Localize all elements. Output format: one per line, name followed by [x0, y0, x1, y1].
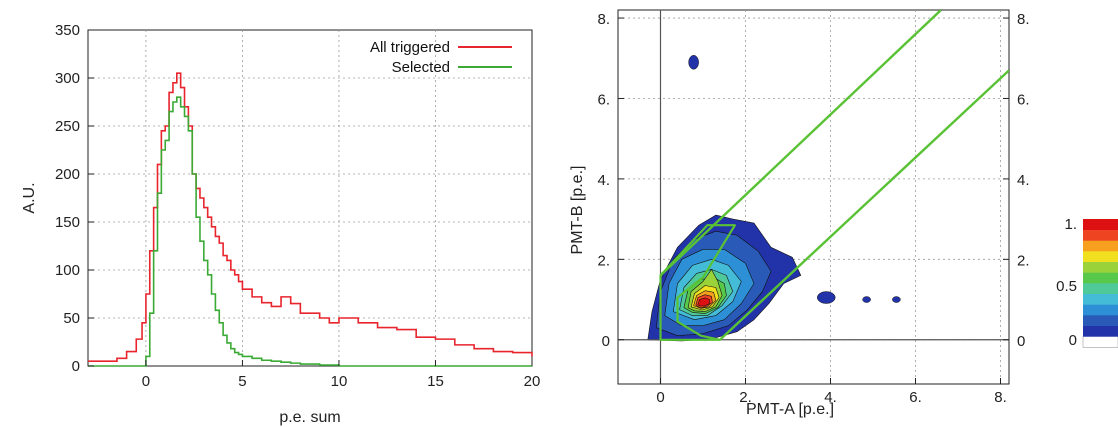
- right-y-label: PMT-B [p.e.]: [569, 166, 586, 255]
- colorbar-swatch: [1083, 261, 1118, 273]
- left-y-tick-label: 0: [72, 358, 80, 375]
- selection-inner-polygon: [659, 224, 736, 341]
- left-x-tick-label: 10: [331, 373, 348, 390]
- legend-label-all-triggered: All triggered: [370, 39, 450, 56]
- right-y-tick-label-secondary: 4.: [1017, 172, 1030, 189]
- series-all-triggered: [88, 72, 533, 362]
- contour-island: [892, 296, 901, 303]
- colorbar-tick-label: 0: [1069, 332, 1077, 349]
- left-x-tick-label: 15: [427, 373, 444, 390]
- colorbar-swatch: [1083, 240, 1118, 252]
- left-plot-frame: [87, 29, 533, 367]
- left-x-label: p.e. sum: [279, 409, 340, 426]
- colorbar-ticks: 0 0.5 1.: [1056, 216, 1077, 349]
- colorbar-tick-label: 0.5: [1056, 278, 1077, 295]
- right-x-tick-label: 6.: [909, 389, 922, 406]
- legend-label-selected: Selected: [392, 59, 450, 76]
- right-y-tick-label-secondary: 2.: [1017, 252, 1030, 269]
- contour-island: [817, 291, 836, 304]
- colorbar-swatch: [1083, 251, 1118, 262]
- colorbar-swatch: [1083, 229, 1118, 241]
- left-grid: [88, 30, 532, 366]
- right-y-tick-label: 4.: [597, 172, 610, 189]
- right-x-label: PMT-A [p.e.]: [746, 401, 834, 418]
- right-x-tick-label: 2.: [739, 389, 752, 406]
- right-x-tick-label: 4.: [824, 389, 837, 406]
- left-y-tick-label: 350: [55, 22, 80, 39]
- left-y-tick-label: 150: [55, 214, 80, 231]
- left-y-label: A.U.: [21, 182, 38, 213]
- right-x-tick-label: 0: [656, 389, 664, 406]
- colorbar-swatch: [1083, 219, 1118, 230]
- right-y-tick-label: 2.: [597, 252, 610, 269]
- right-x-tick-label: 8.: [994, 389, 1007, 406]
- selection-upper-line: [659, 10, 942, 277]
- right-y-tick-label: 6.: [597, 91, 610, 108]
- left-x-tick-label: 5: [238, 373, 246, 390]
- left-y-tick-label: 300: [55, 70, 80, 87]
- contour-island: [688, 55, 699, 70]
- colorbar-swatch: [1083, 283, 1118, 294]
- colorbar-swatch: [1083, 272, 1118, 284]
- right-y-tick-label: 0: [602, 333, 610, 350]
- left-x-tick-label: 0: [142, 373, 150, 390]
- colorbar-tick-label: 1.: [1064, 216, 1077, 233]
- colorbar-swatch: [1082, 336, 1118, 348]
- colorbar-swatch: [1083, 325, 1118, 337]
- series-selected: [88, 96, 532, 367]
- selection-lower-line: [719, 69, 1009, 341]
- contour-map: [647, 55, 901, 342]
- right-ticks: 0 2. 4. 6. 8. 0 2. 4. 6. 8. 0 2. 4. 6. 8.: [597, 11, 1029, 406]
- right-y-tick-label-secondary: 6.: [1017, 91, 1030, 108]
- right-y-tick-label: 8.: [597, 11, 610, 28]
- left-y-tick-label: 50: [63, 310, 80, 327]
- right-y-tick-label-secondary: 0: [1017, 333, 1025, 350]
- contour-level-11: [697, 297, 710, 307]
- colorbar: 0 0.5 1.: [1056, 216, 1118, 349]
- colorbar-swatch: [1083, 304, 1118, 316]
- left-y-tick-label: 250: [55, 118, 80, 135]
- colorbar-swatches: [1082, 219, 1118, 348]
- right-y-tick-label-secondary: 8.: [1017, 11, 1030, 28]
- left-y-tick-label: 200: [55, 166, 80, 183]
- left-legend: All triggered Selected: [370, 39, 512, 76]
- colorbar-swatch: [1083, 315, 1118, 326]
- left-x-tick-label: 20: [524, 373, 541, 390]
- selection-region: [659, 10, 1009, 341]
- left-series: [88, 72, 533, 367]
- right-plot: 0 2. 4. 6. 8. 0 2. 4. 6. 8. 0 2. 4. 6. 8. PMT-A [p.e.]…: [569, 9, 1030, 418]
- contour-island: [862, 296, 871, 303]
- colorbar-swatch: [1083, 293, 1118, 305]
- left-y-tick-label: 100: [55, 262, 80, 279]
